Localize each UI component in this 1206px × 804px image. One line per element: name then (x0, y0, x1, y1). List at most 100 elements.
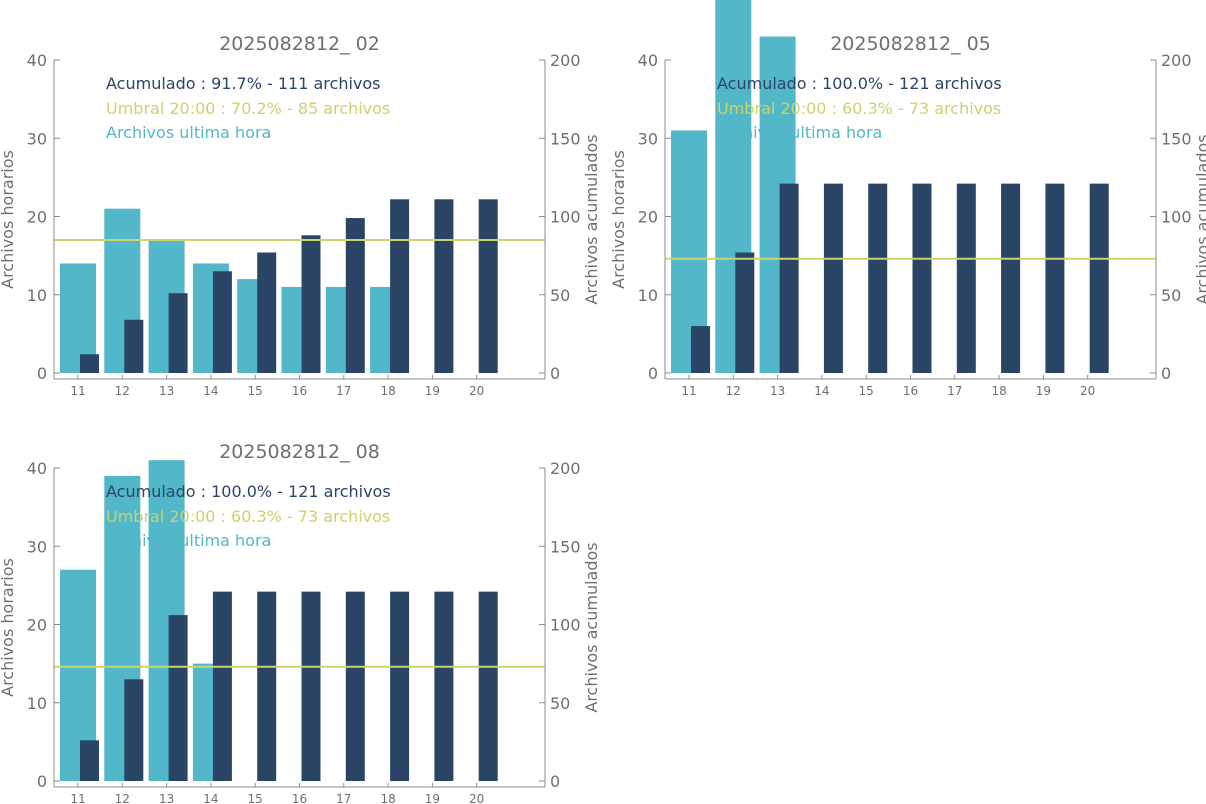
y-axis-label: Archivos horarios (0, 150, 17, 289)
x-tick-label: 20 (469, 792, 484, 804)
cumulative-bar (257, 252, 277, 373)
bars-group (671, 0, 1109, 374)
legend-hourly: Archivos ultima hora (106, 123, 271, 142)
legend-threshold: Umbral 20:00 : 70.2% - 85 archivos (106, 99, 390, 118)
y2-tick-label: 0 (550, 772, 560, 791)
cumulative-bar (1089, 183, 1109, 373)
x-tick-label: 20 (1080, 384, 1095, 398)
y2-tick-label: 50 (550, 694, 570, 713)
cumulative-bar (212, 591, 232, 781)
chart-title: 2025082812_ 08 (219, 441, 380, 463)
y2-tick-label: 50 (550, 286, 570, 305)
x-tick-label: 18 (380, 792, 395, 804)
x-tick-label: 15 (248, 792, 263, 804)
cumulative-bar (956, 183, 976, 373)
cumulative-bar (301, 235, 321, 373)
x-tick-label: 16 (292, 792, 307, 804)
cumulative-bar (478, 199, 498, 373)
y-tick-label: 0 (37, 772, 47, 791)
cumulative-bar (390, 199, 410, 373)
y2-tick-label: 200 (550, 459, 581, 478)
cumulative-bar (124, 679, 144, 781)
y2-axis-label: Archivos acumulados (582, 134, 601, 304)
y2-tick-label: 150 (1161, 129, 1192, 148)
x-tick-label: 15 (859, 384, 874, 398)
cumulative-bar (301, 591, 321, 781)
x-tick-label: 11 (70, 384, 85, 398)
y2-tick-label: 150 (550, 537, 581, 556)
y-axis-label: Archivos horarios (0, 558, 17, 697)
cumulative-bar (779, 183, 799, 373)
x-tick-label: 17 (947, 384, 962, 398)
y2-tick-label: 50 (1161, 286, 1181, 305)
legend-cumulative: Acumulado : 100.0% - 121 archivos (717, 74, 1002, 93)
chart-title: 2025082812_ 02 (219, 33, 380, 55)
x-tick-label: 18 (380, 384, 395, 398)
x-tick-label: 11 (681, 384, 696, 398)
y-tick-label: 40 (27, 51, 47, 70)
y2-tick-label: 200 (550, 51, 581, 70)
x-tick-label: 16 (292, 384, 307, 398)
y2-tick-label: 100 (1161, 208, 1192, 227)
y-tick-label: 30 (27, 129, 47, 148)
x-tick-label: 18 (991, 384, 1006, 398)
legend-hourly: Archivos ultima hora (106, 531, 271, 550)
legend-cumulative: Acumulado : 91.7% - 111 archivos (106, 74, 381, 93)
cumulative-bar (868, 183, 888, 373)
x-tick-label: 19 (425, 384, 440, 398)
y-tick-label: 10 (27, 286, 47, 305)
cumulative-bar (1045, 183, 1065, 373)
cumulative-bar (212, 271, 232, 373)
y2-tick-label: 200 (1161, 51, 1192, 70)
cumulative-bar (80, 354, 99, 373)
x-tick-label: 15 (248, 384, 263, 398)
x-tick-label: 16 (903, 384, 918, 398)
y-tick-label: 0 (37, 364, 47, 383)
x-tick-label: 20 (469, 384, 484, 398)
x-tick-label: 17 (336, 792, 351, 804)
x-tick-label: 11 (70, 792, 85, 804)
cumulative-bar (345, 591, 365, 781)
bars-group (60, 460, 498, 781)
chart-panel: 0 10 20 30 40 0 50 100 150 200 11 12 13 14 15 16 17 18 19 2… (0, 33, 601, 398)
legend-cumulative: Acumulado : 100.0% - 121 archivos (106, 482, 391, 501)
cumulative-bar (912, 183, 932, 373)
cumulative-bar (168, 293, 188, 373)
x-tick-label: 17 (336, 384, 351, 398)
y-tick-label: 10 (27, 694, 47, 713)
x-tick-label: 14 (203, 792, 218, 804)
cumulative-bar (434, 199, 454, 373)
y-tick-label: 20 (27, 616, 47, 635)
x-tick-label: 19 (1036, 384, 1051, 398)
x-tick-label: 12 (115, 792, 130, 804)
chart-panel: 0 10 20 30 40 0 50 100 150 200 11 12 13 14 15 16 17 18 19 2… (0, 441, 601, 804)
y-tick-label: 20 (27, 208, 47, 227)
cumulative-bar (823, 183, 843, 373)
cumulative-bar (434, 591, 454, 781)
y-tick-label: 40 (638, 51, 658, 70)
y-tick-label: 30 (638, 129, 658, 148)
x-tick-label: 13 (770, 384, 785, 398)
y-tick-label: 10 (638, 286, 658, 305)
y2-tick-label: 0 (1161, 364, 1171, 383)
cumulative-bar (80, 740, 99, 781)
y-tick-label: 20 (638, 208, 658, 227)
cumulative-bar (124, 319, 144, 373)
cumulative-bar (257, 591, 277, 781)
y2-tick-label: 150 (550, 129, 581, 148)
legend-hourly: Archivos ultima hora (717, 123, 882, 142)
y-tick-label: 40 (27, 459, 47, 478)
cumulative-bar (735, 252, 755, 373)
y2-axis-label: Archivos acumulados (1193, 134, 1206, 304)
cumulative-bar (168, 615, 188, 781)
legend-threshold: Umbral 20:00 : 60.3% - 73 archivos (717, 99, 1001, 118)
x-tick-label: 12 (115, 384, 130, 398)
chart-panel: 0 10 20 30 40 0 50 100 150 200 11 12 13 14 15 16 17 18 19 2… (609, 0, 1206, 398)
chart-title: 2025082812_ 05 (830, 33, 991, 55)
x-tick-label: 13 (159, 384, 174, 398)
y2-tick-label: 100 (550, 208, 581, 227)
cumulative-bar (1001, 183, 1021, 373)
x-tick-label: 12 (726, 384, 741, 398)
y-axis-label: Archivos horarios (609, 150, 628, 289)
